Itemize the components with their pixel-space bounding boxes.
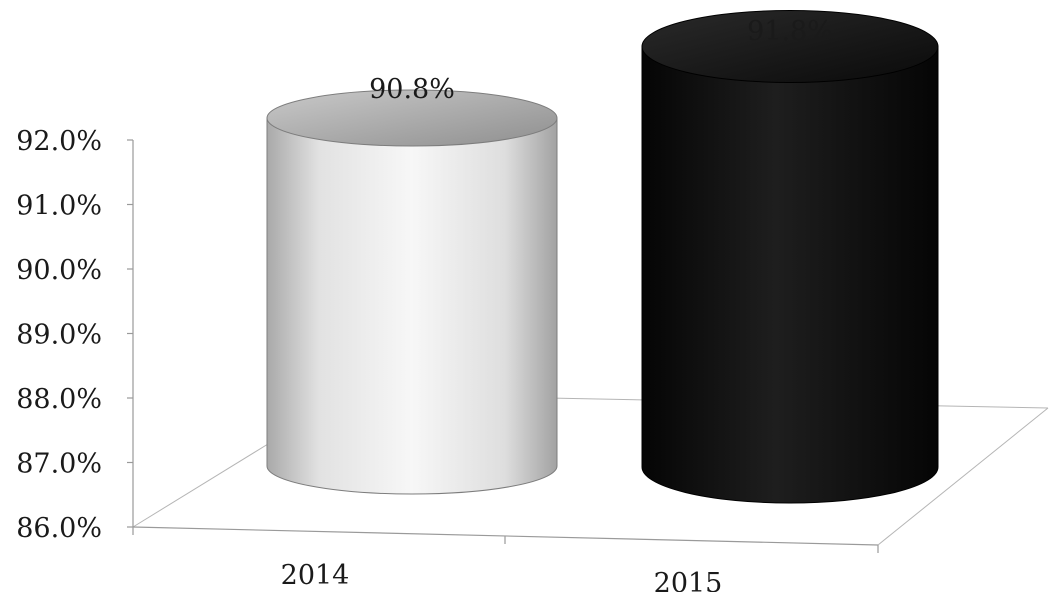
- bar-top-2014: [266, 89, 558, 147]
- y-tick-label-1: 91.0%: [16, 191, 102, 222]
- y-tick-label-5: 87.0%: [16, 449, 102, 480]
- x-tick-labels: 2014 2015: [281, 560, 723, 592]
- bar-body-2015: [641, 46, 939, 504]
- y-tick-labels: 92.0% 91.0% 90.0% 89.0% 88.0% 87.0% 86.0%: [16, 126, 102, 544]
- y-tick-label-4: 88.0%: [16, 384, 102, 415]
- bar-body-2014: [266, 117, 558, 495]
- y-tick-label-3: 89.0%: [16, 320, 102, 351]
- bar-2014: [266, 89, 558, 495]
- y-tick-label-0: 92.0%: [16, 126, 102, 157]
- y-axis: [127, 139, 134, 528]
- x-axis: [132, 526, 879, 553]
- y-tick-label-6: 86.0%: [16, 513, 102, 544]
- data-label-2015: 91.8%: [747, 16, 833, 47]
- x-tick-label-2015: 2015: [654, 568, 723, 592]
- data-label-2014: 90.8%: [369, 74, 455, 105]
- bars: [266, 10, 939, 504]
- bar-2015: [641, 10, 939, 504]
- data-labels: 90.8% 91.8%: [369, 16, 833, 105]
- x-tick-label-2014: 2014: [281, 560, 350, 591]
- right-floor-edge: [877, 407, 1049, 546]
- left-floor-edge: [132, 443, 269, 528]
- bar-top-2015: [641, 10, 939, 83]
- y-tick-label-2: 90.0%: [16, 255, 102, 286]
